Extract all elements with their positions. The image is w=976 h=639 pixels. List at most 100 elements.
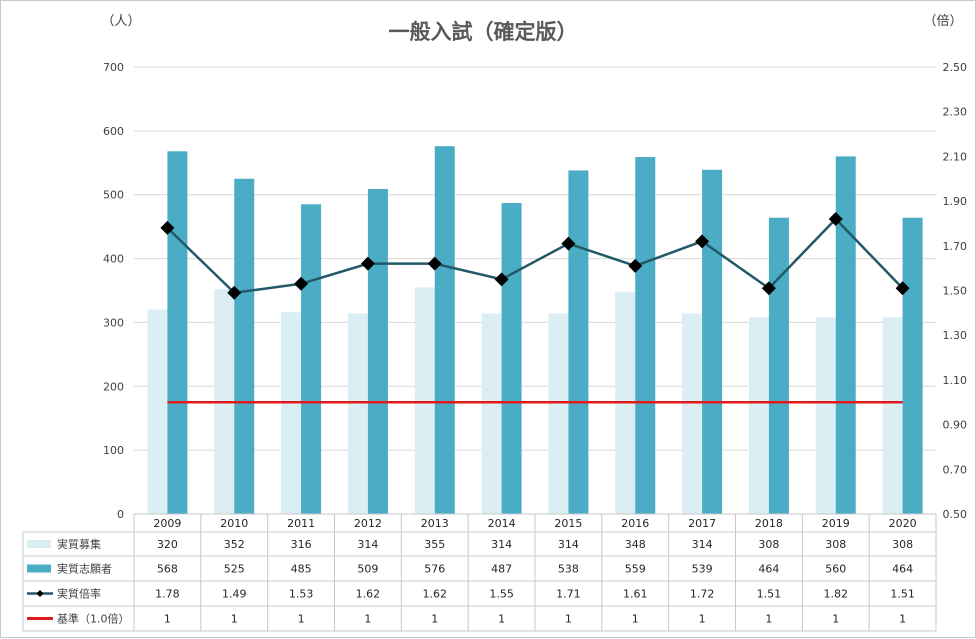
table-cell: 1	[164, 613, 171, 626]
table-cell: 509	[357, 563, 378, 576]
data-table: 2009 2010 2011 2012 2013 2014 2015 2016 2017 2018…	[22, 513, 937, 632]
table-cell: 576	[424, 563, 445, 576]
table-cell: 308	[758, 538, 779, 551]
table-cell: 1	[765, 613, 772, 626]
bar-applicants	[167, 151, 188, 514]
bar-applicants	[301, 204, 322, 515]
table-cell: 1.51	[890, 588, 915, 601]
table-cell: 1.51	[757, 588, 782, 601]
right-axis-ticks: 0.50 0.70 0.90 1.10 1.30 1.50 1.70 1.90 2.10 2.30…	[943, 61, 968, 521]
table-cell: 314	[558, 538, 579, 551]
category-label: 2013	[421, 517, 449, 530]
ratio-point	[628, 258, 643, 273]
table-cell: 539	[692, 563, 713, 576]
table-cell: 464	[892, 563, 913, 576]
bar-recruitment	[548, 313, 569, 514]
gridlines	[134, 66, 936, 515]
category-label: 2011	[287, 517, 315, 530]
left-tick-label: 0	[117, 508, 124, 521]
right-tick-label: 1.30	[943, 329, 968, 342]
ratio-point	[561, 236, 576, 251]
bar-recruitment	[414, 287, 435, 514]
table-cell: 314	[692, 538, 713, 551]
ratio-point	[427, 256, 442, 271]
table-cell: 352	[224, 538, 245, 551]
bar-recruitment	[682, 313, 703, 514]
table-cell: 1	[899, 613, 906, 626]
table-cell: 1.61	[623, 588, 648, 601]
bar-applicants	[367, 188, 388, 514]
table-cell: 559	[625, 563, 646, 576]
category-label: 2009	[153, 517, 181, 530]
right-tick-label: 1.70	[943, 240, 968, 253]
left-tick-label: 200	[103, 380, 124, 393]
legend-label: 実質募集	[57, 537, 101, 551]
ratio-line	[166, 217, 904, 295]
table-cell: 485	[291, 563, 312, 576]
table-cell: 1	[632, 613, 639, 626]
table-cell: 308	[825, 538, 846, 551]
bar-recruitment	[748, 317, 769, 514]
bars	[147, 146, 923, 515]
category-label: 2020	[889, 517, 917, 530]
ratio-point	[494, 272, 509, 287]
right-tick-label: 1.90	[943, 195, 968, 208]
ratio-point	[828, 211, 843, 226]
bar-recruitment	[882, 317, 903, 514]
left-tick-label: 600	[103, 125, 124, 138]
left-tick-label: 500	[103, 189, 124, 202]
lines	[160, 211, 910, 404]
category-label: 2017	[688, 517, 716, 530]
table-cell: 1.53	[289, 588, 314, 601]
bar-applicants	[501, 203, 522, 514]
table-cell: 538	[558, 563, 579, 576]
table-cell: 1.55	[489, 588, 514, 601]
table-cell: 1	[565, 613, 572, 626]
right-tick-label: 1.50	[943, 285, 968, 298]
bar-applicants	[234, 178, 255, 514]
bar-recruitment	[481, 313, 502, 514]
bar-recruitment	[815, 317, 836, 514]
ratio-point	[360, 256, 375, 271]
table-cell: 1.62	[423, 588, 448, 601]
table-cell: 314	[357, 538, 378, 551]
table-cell: 1	[364, 613, 371, 626]
chart-title: 一般入試（確定版）	[389, 20, 578, 44]
table-cell: 1.82	[824, 588, 849, 601]
bar-applicants	[835, 156, 856, 514]
table-cell: 1.49	[222, 588, 247, 601]
table-cell: 568	[157, 563, 178, 576]
category-label: 2010	[220, 517, 248, 530]
bar-applicants	[768, 217, 789, 514]
table-cell: 1	[298, 613, 305, 626]
table-cell: 1	[498, 613, 505, 626]
legend-key	[27, 540, 51, 548]
right-tick-label: 2.50	[943, 61, 968, 74]
table-cell: 464	[758, 563, 779, 576]
ratio-point	[695, 234, 710, 249]
category-label: 2012	[354, 517, 382, 530]
table-cell: 348	[625, 538, 646, 551]
legend-label: 基準（1.0倍）	[57, 612, 130, 626]
left-axis-unit: （人）	[101, 14, 140, 29]
table-cell: 314	[491, 538, 512, 551]
bar-recruitment	[347, 313, 368, 514]
ratio-point	[160, 220, 175, 235]
ratio-point	[294, 276, 309, 291]
table-cell: 1.62	[356, 588, 381, 601]
left-axis-ticks: 0 100 200 300 400 500 600 700	[103, 61, 124, 521]
left-tick-label: 700	[103, 61, 124, 74]
table-cell: 316	[291, 538, 312, 551]
category-label: 2015	[554, 517, 582, 530]
bar-applicants	[434, 146, 455, 514]
table-cell: 1.72	[690, 588, 715, 601]
ratio-point	[227, 285, 242, 300]
table-cell: 308	[892, 538, 913, 551]
right-axis-unit: （倍）	[923, 14, 962, 29]
legend-key-marker	[36, 590, 44, 597]
table-cell: 1	[832, 613, 839, 626]
table-cell: 1.78	[155, 588, 180, 601]
table-cell: 560	[825, 563, 846, 576]
